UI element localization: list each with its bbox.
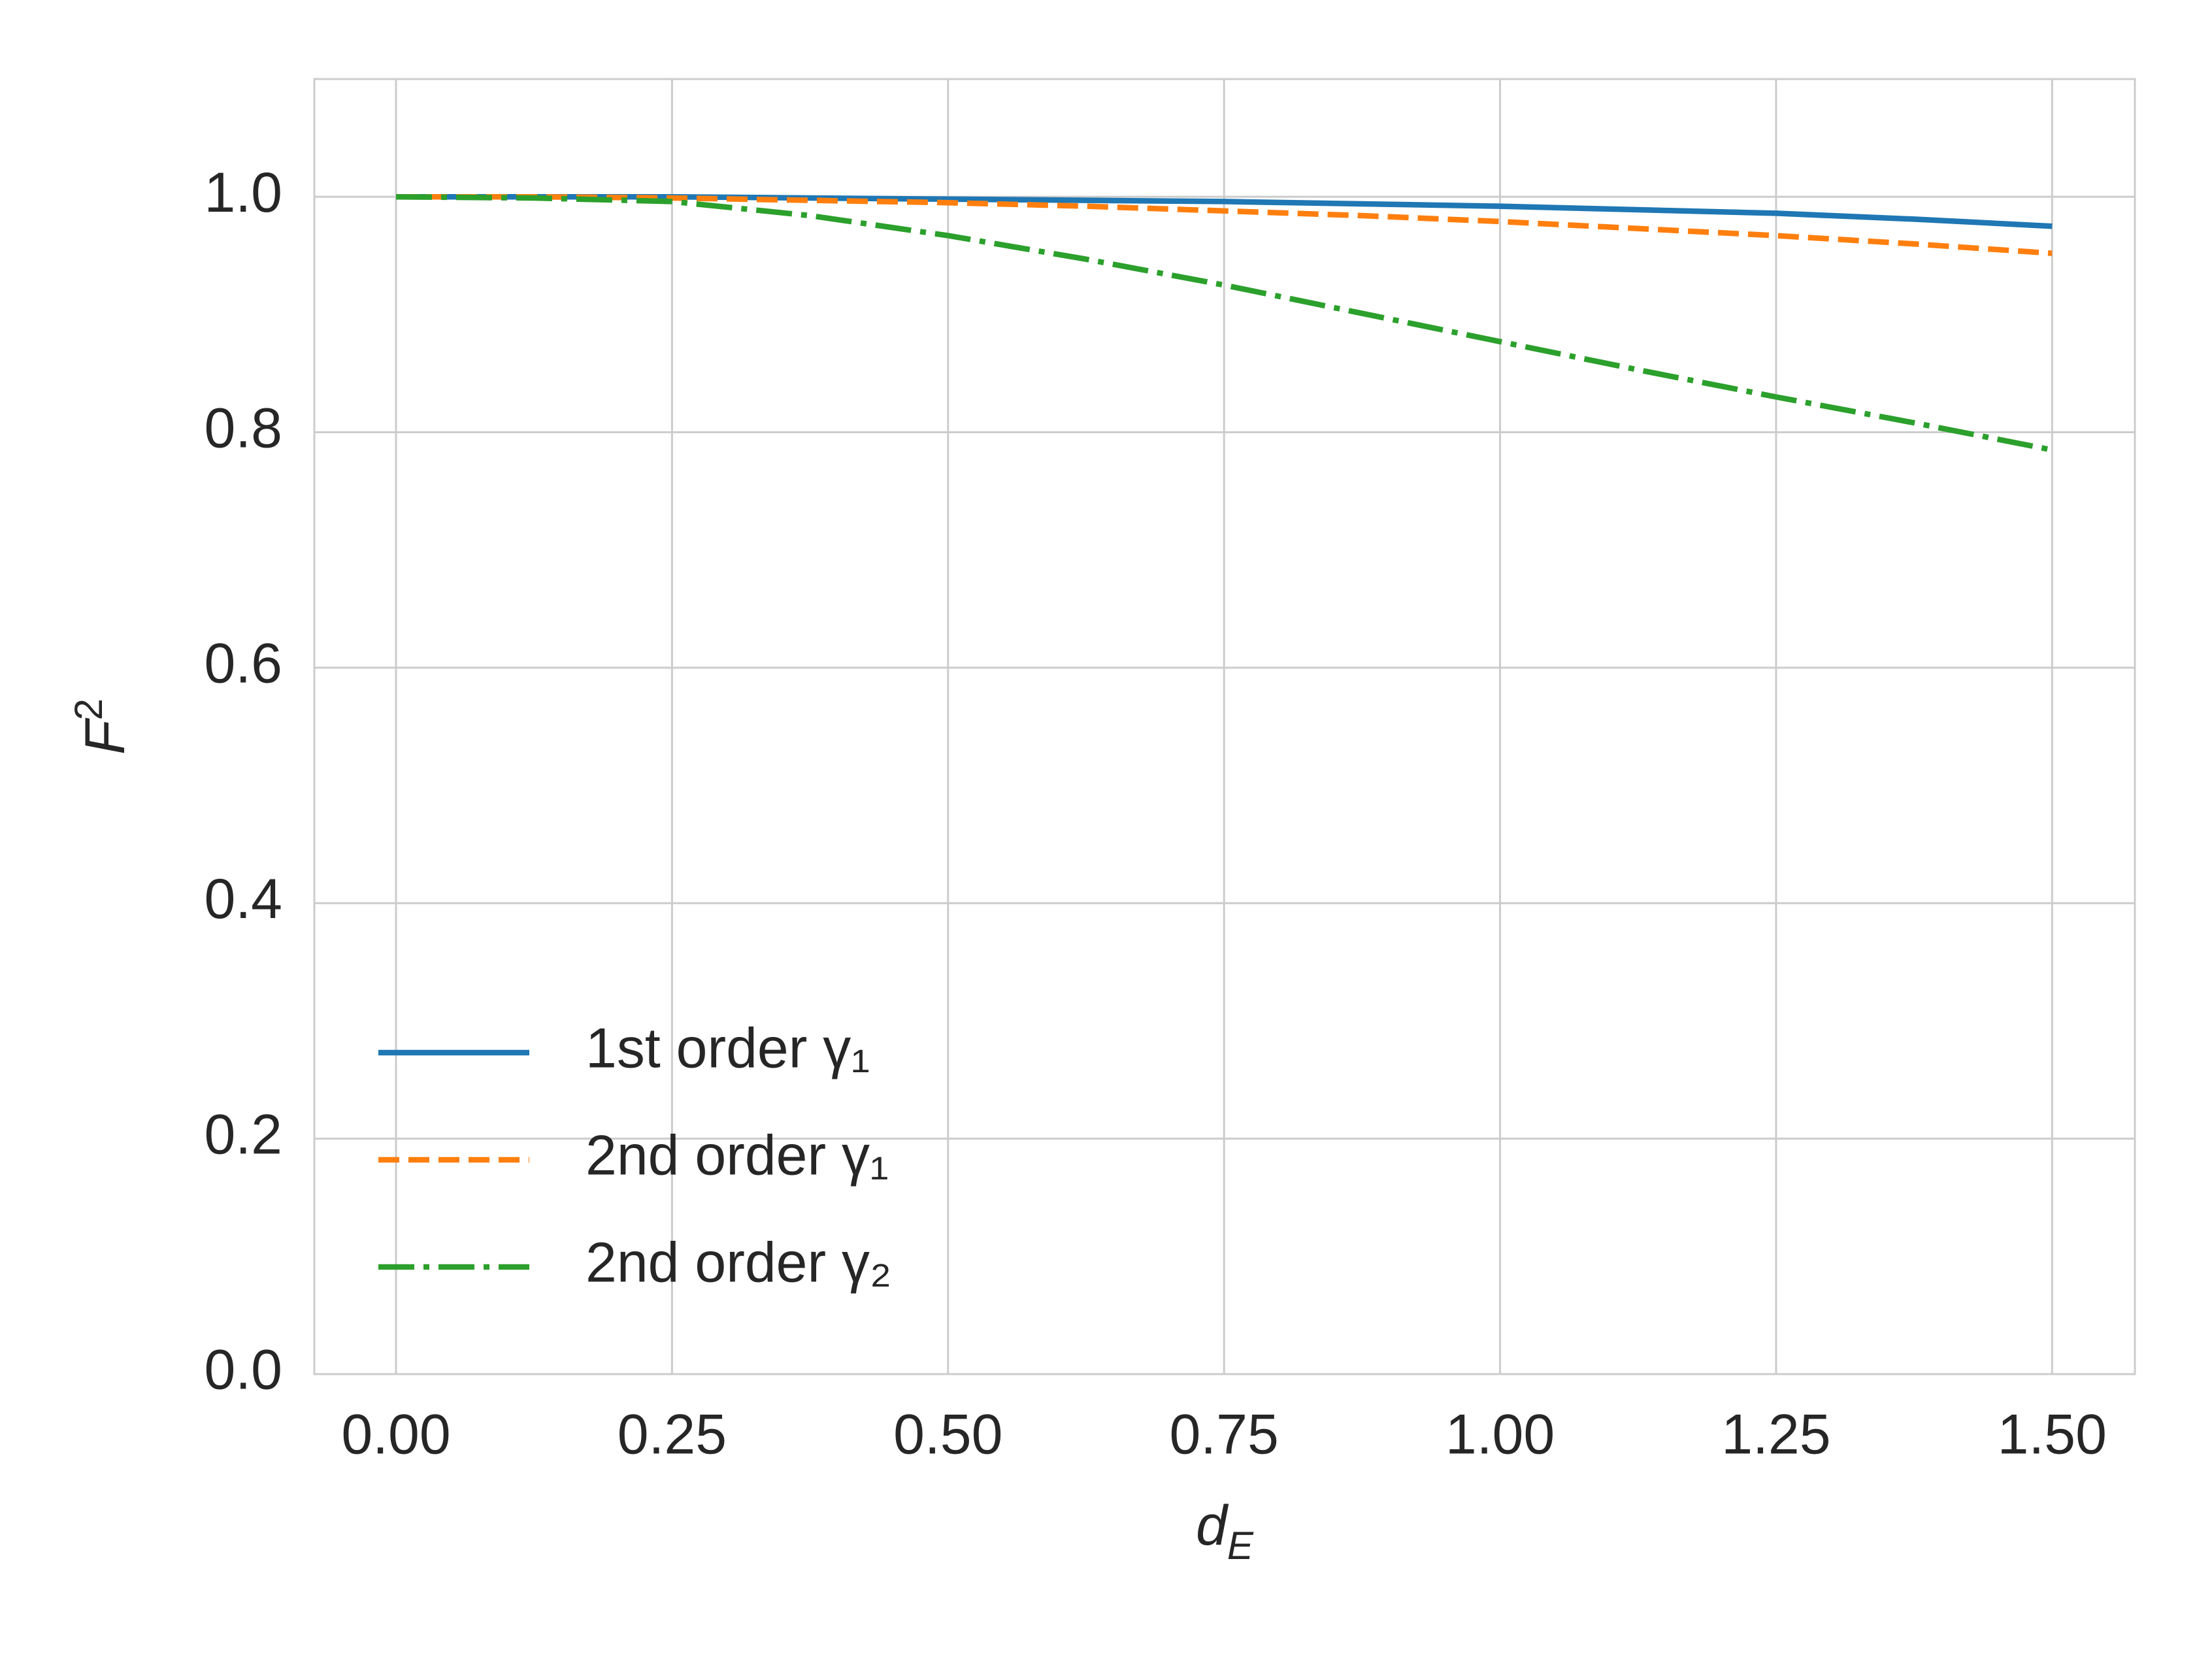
y-tick-label: 0.4 bbox=[204, 868, 282, 930]
y-tick-label: 0.2 bbox=[204, 1103, 282, 1166]
x-tick-label: 1.00 bbox=[1445, 1404, 1555, 1466]
legend-label: 2nd order γ₁ bbox=[586, 1125, 889, 1187]
x-tick-label: 0.00 bbox=[341, 1404, 450, 1466]
y-tick-label: 0.0 bbox=[204, 1339, 282, 1402]
series-line bbox=[395, 193, 2053, 453]
x-tick-label: 0.50 bbox=[893, 1404, 1002, 1466]
x-tick-label: 1.25 bbox=[1721, 1404, 1830, 1466]
x-axis-label-sub: E bbox=[1227, 1524, 1254, 1568]
x-axis-label-base: d bbox=[1196, 1494, 1229, 1557]
y-tick-label: 1.0 bbox=[204, 161, 282, 224]
y-axis-label: F2 bbox=[67, 698, 137, 755]
legend-label: 2nd order γ₂ bbox=[586, 1232, 891, 1294]
y-axis-label-base: F bbox=[74, 717, 137, 755]
legend-label: 1st order γ₁ bbox=[586, 1017, 870, 1080]
x-tick-label: 0.25 bbox=[618, 1404, 727, 1466]
y-tick-label: 0.8 bbox=[204, 397, 282, 459]
x-tick-label: 1.50 bbox=[1998, 1404, 2107, 1466]
x-tick-label: 0.75 bbox=[1169, 1404, 1278, 1466]
y-axis-label-sup: 2 bbox=[67, 698, 110, 720]
x-axis-label: dE bbox=[1196, 1494, 1254, 1568]
y-tick-label: 0.6 bbox=[204, 632, 282, 695]
series-line bbox=[396, 193, 2053, 256]
plot-frame bbox=[313, 78, 2136, 1375]
